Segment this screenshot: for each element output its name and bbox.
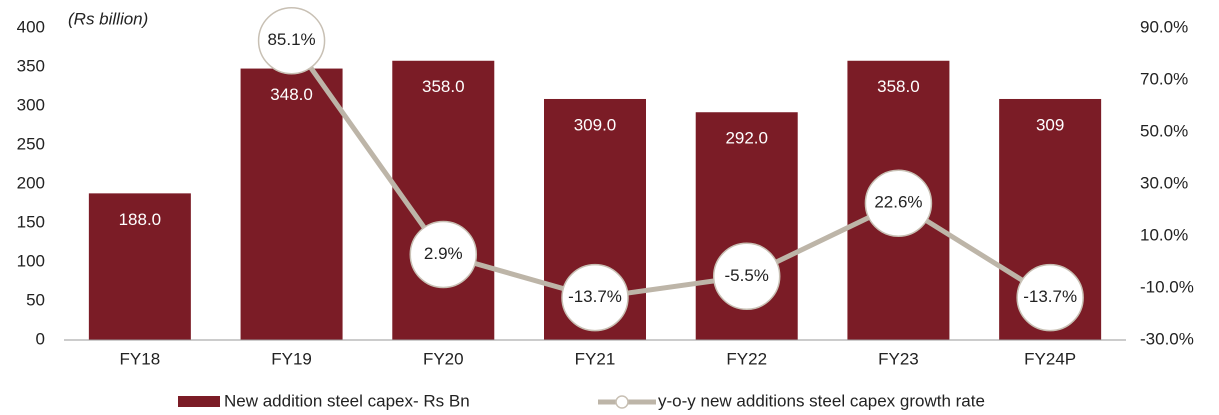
x-tick-label: FY23 — [878, 349, 919, 368]
growth-value-label: -13.7% — [568, 287, 622, 306]
y2-tick-label: 10.0% — [1140, 225, 1188, 244]
y2-tick-label: 50.0% — [1140, 121, 1188, 140]
y-tick-label: 350 — [17, 56, 45, 75]
growth-value-label: 22.6% — [874, 193, 922, 212]
bar-value-label: 309.0 — [574, 115, 617, 134]
y-tick-label: 0 — [36, 329, 45, 348]
growth-marker — [1016, 263, 1084, 332]
y-tick-label: 100 — [17, 251, 45, 270]
growth-value-label: -13.7% — [1023, 287, 1077, 306]
x-tick-label: FY19 — [271, 349, 312, 368]
y-tick-label: 150 — [17, 212, 45, 231]
bar-value-label: 358.0 — [877, 77, 920, 96]
y2-tick-label: 30.0% — [1140, 173, 1188, 192]
y-tick-label: 400 — [17, 17, 45, 36]
growth-value-label: 2.9% — [424, 244, 463, 263]
y-tick-label: 300 — [17, 95, 45, 114]
y2-tick-label: 70.0% — [1140, 69, 1188, 88]
x-tick-label: FY20 — [423, 349, 464, 368]
bar-value-label: 309 — [1036, 115, 1064, 134]
legend-swatch — [615, 395, 629, 409]
growth-marker — [257, 6, 326, 75]
growth-marker — [561, 263, 629, 332]
bar — [88, 193, 191, 340]
growth-value-label: -5.5% — [725, 266, 769, 285]
x-tick-label: FY24P — [1024, 349, 1076, 368]
y2-tick-label: 90.0% — [1140, 17, 1188, 36]
bar-value-label: 348.0 — [270, 85, 313, 104]
y2-tick-label: -10.0% — [1140, 277, 1194, 296]
legend-label: y-o-y new additions steel capex growth r… — [658, 391, 985, 410]
legend-label: New addition steel capex- Rs Bn — [224, 391, 470, 410]
growth-marker — [864, 169, 933, 237]
bar-value-label: 292.0 — [725, 129, 768, 148]
x-tick-label: FY18 — [120, 349, 161, 368]
x-tick-label: FY22 — [726, 349, 767, 368]
x-tick-label: FY21 — [575, 349, 616, 368]
y-tick-label: 250 — [17, 134, 45, 153]
bar-value-label: 188.0 — [119, 210, 162, 229]
growth-marker — [712, 242, 781, 311]
bar — [240, 68, 343, 340]
bar-value-label: 358.0 — [422, 77, 465, 96]
y-tick-label: 200 — [17, 173, 45, 192]
y2-tick-label: -30.0% — [1140, 329, 1194, 348]
legend-swatch — [178, 396, 220, 407]
bar — [392, 60, 495, 340]
y-tick-label: 50 — [26, 290, 45, 309]
growth-marker — [409, 220, 478, 289]
unit-label: (Rs billion) — [68, 9, 148, 28]
growth-value-label: 85.1% — [267, 30, 315, 49]
